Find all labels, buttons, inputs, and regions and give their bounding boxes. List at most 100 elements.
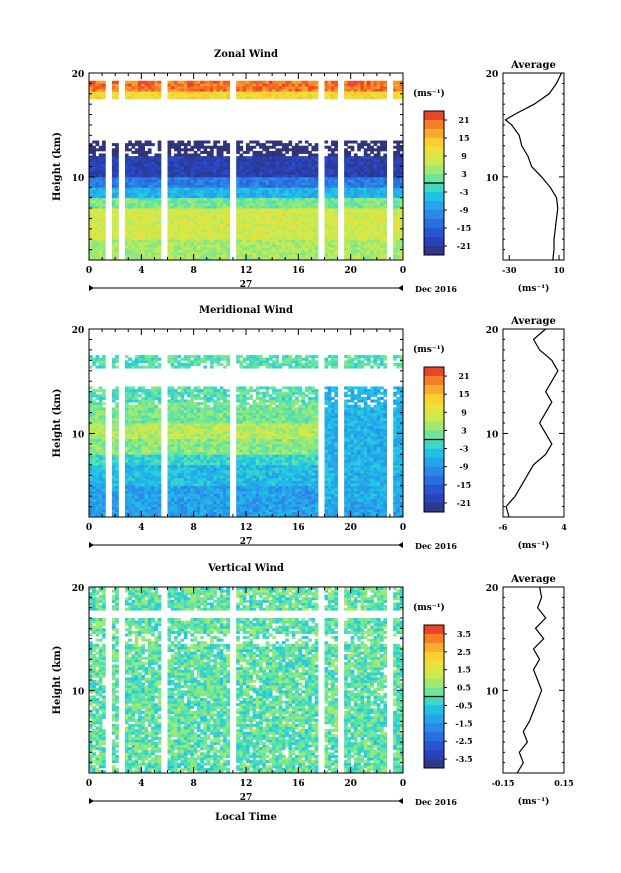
heatmap-cell	[272, 208, 276, 212]
heatmap-cell	[255, 182, 260, 186]
heatmap-cell	[219, 236, 224, 240]
heatmap-cell	[357, 189, 361, 193]
heatmap-cell	[102, 174, 106, 178]
heatmap-cell	[144, 215, 149, 219]
heatmap-cell	[144, 161, 149, 165]
heatmap-cell	[213, 239, 217, 243]
heatmap-cell	[92, 189, 96, 193]
heatmap-cell	[138, 477, 142, 481]
heatmap-cell	[373, 213, 378, 217]
heatmap-cell	[353, 80, 358, 84]
heatmap-cell	[89, 143, 93, 147]
heatmap-cell	[154, 158, 159, 162]
heatmap-cell	[131, 436, 136, 440]
heatmap-cell	[223, 213, 227, 217]
heatmap-cell	[373, 140, 378, 144]
heatmap-cell	[213, 195, 217, 199]
heatmap-cell	[111, 254, 116, 258]
heatmap-cell	[102, 166, 106, 170]
colorbar-swatch	[424, 192, 444, 202]
heatmap-cell	[360, 210, 365, 214]
heatmap-cell	[363, 244, 368, 248]
heatmap-cell	[193, 91, 198, 95]
heatmap-cell	[268, 163, 273, 167]
heatmap-cell	[278, 221, 283, 225]
heatmap-cell	[196, 247, 201, 251]
heatmap-cell	[147, 150, 152, 154]
heatmap-cell	[183, 239, 188, 243]
heatmap-cell	[170, 195, 175, 199]
heatmap-cell	[213, 179, 217, 183]
heatmap-cell	[298, 150, 302, 154]
heatmap-cell	[370, 176, 374, 180]
heatmap-cell	[151, 187, 155, 191]
heatmap-cell	[367, 174, 371, 178]
heatmap-cell	[344, 197, 348, 201]
heatmap-cell	[219, 215, 224, 219]
heatmap-cell	[259, 80, 263, 84]
heatmap-cell	[157, 234, 162, 238]
heatmap-cell	[196, 215, 201, 219]
colorbar-tick-label: -9	[460, 205, 469, 215]
heatmap-cell	[203, 223, 208, 227]
heatmap-cell	[376, 244, 381, 248]
heatmap-cell	[203, 213, 208, 217]
heatmap-cell	[249, 254, 253, 258]
heatmap-cell	[327, 228, 332, 232]
heatmap-cell	[311, 241, 316, 245]
heatmap-cell	[131, 221, 136, 225]
heatmap-cell	[115, 179, 119, 183]
heatmap-cell	[138, 430, 142, 434]
heatmap-cell	[246, 208, 250, 212]
heatmap-cell	[98, 459, 103, 463]
heatmap-cell	[134, 91, 139, 95]
heatmap-cell	[131, 501, 136, 505]
heatmap-cell	[89, 430, 93, 434]
heatmap-cell	[259, 215, 263, 219]
heatmap-cell	[383, 241, 388, 245]
heatmap-cell	[252, 210, 257, 214]
heatmap-cell	[131, 449, 136, 453]
heatmap-cell	[370, 96, 374, 100]
heatmap-cell	[98, 409, 103, 413]
heatmap-cell	[304, 249, 309, 253]
heatmap-cell	[367, 197, 371, 201]
heatmap-cell	[275, 189, 280, 193]
heatmap-cell	[174, 158, 178, 162]
heatmap-cell	[128, 184, 132, 188]
heatmap-cell	[360, 215, 365, 219]
heatmap-cell	[128, 200, 132, 204]
heatmap-cell	[363, 239, 368, 243]
heatmap-cell	[98, 213, 103, 217]
heatmap-cell	[396, 249, 401, 253]
heatmap-cell	[255, 169, 260, 173]
heatmap-cell	[396, 140, 401, 144]
heatmap-cell	[288, 202, 293, 206]
heatmap-cell	[301, 236, 306, 240]
heatmap-cell	[344, 171, 348, 175]
heatmap-cell	[331, 226, 335, 230]
heatmap-cell	[331, 239, 335, 243]
heatmap-cell	[89, 488, 93, 492]
heatmap-cell	[268, 223, 273, 227]
heatmap-cell	[265, 169, 270, 173]
heatmap-cell	[154, 215, 159, 219]
heatmap-cell	[89, 182, 93, 186]
heatmap-cell	[265, 145, 270, 149]
heatmap-cell	[154, 197, 159, 201]
heatmap-cell	[272, 231, 276, 235]
heatmap-cell	[353, 156, 358, 160]
heatmap-cell	[311, 228, 316, 232]
heatmap-cell	[268, 247, 273, 251]
heatmap-cell	[131, 197, 136, 201]
heatmap-cell	[252, 179, 257, 183]
heatmap-cell	[246, 252, 250, 256]
heatmap-cell	[138, 503, 142, 507]
heatmap-cell	[344, 93, 348, 97]
heatmap-cell	[144, 236, 149, 240]
heatmap-cell	[242, 213, 247, 217]
heatmap-cell	[89, 357, 93, 361]
heatmap-cell	[131, 156, 136, 160]
heatmap-cell	[95, 417, 100, 421]
heatmap-cell	[134, 171, 139, 175]
